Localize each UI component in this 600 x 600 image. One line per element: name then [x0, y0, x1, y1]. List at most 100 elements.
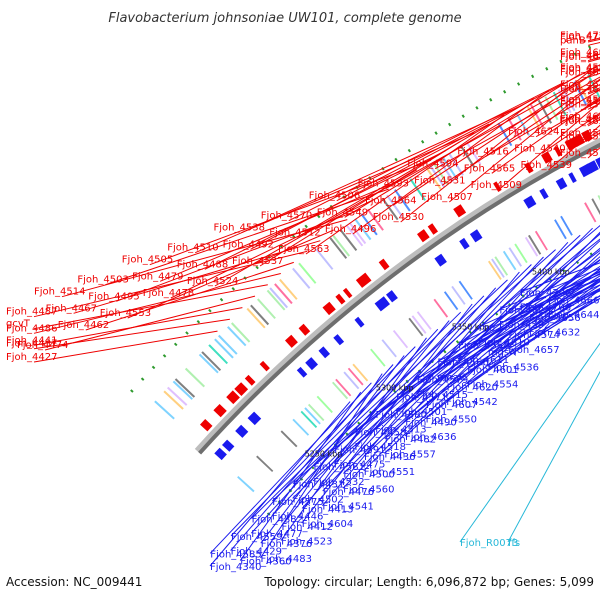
- forward-label-connector: [352, 89, 550, 235]
- reverse-gene-arrow: [235, 424, 249, 438]
- reverse-gene-label: Fjoh_4436: [364, 452, 415, 463]
- forward-gene-arrow: [553, 145, 563, 157]
- forward-label-connector: [400, 66, 596, 223]
- reverse-label-connector: [280, 337, 427, 541]
- forward-gene-label: Fjoh_4479: [132, 271, 183, 282]
- forward-gene-label: Fjoh_4569: [560, 128, 600, 139]
- forward-gene-arrow: [298, 323, 311, 336]
- reverse-label-connector: [384, 252, 600, 454]
- reverse-label-connector: [404, 268, 600, 422]
- function-stripe-outer: [526, 106, 542, 130]
- function-stripe-inner: [491, 258, 505, 278]
- reverse-gene-label: Fjoh_4477: [251, 529, 302, 540]
- forward-gene-arrow: [226, 390, 240, 405]
- forward-gene-label: Fjoh_4505: [122, 255, 173, 266]
- reverse-gene-label: Fjoh_4490: [405, 417, 456, 428]
- forward-gene-label: Fjoh_4474: [17, 340, 68, 351]
- forward-label-connector: [33, 318, 230, 350]
- reverse-gene-arrow: [222, 439, 235, 452]
- reverse-gene-label: Fjoh_4566: [437, 358, 488, 369]
- reverse-gene-label: Fjoh_4532: [313, 477, 364, 488]
- function-stripe-outer: [231, 322, 251, 343]
- forward-label-connector: [392, 68, 600, 206]
- forward-gene-label: Fjoh_4514: [34, 287, 85, 298]
- forward-gene-label: Fjoh_4478: [143, 288, 194, 299]
- forward-gene-label: Fjoh_4625: [560, 116, 600, 127]
- reverse-label-connector: [239, 391, 362, 561]
- reverse-gene-label: Fjoh_4611: [458, 355, 509, 366]
- forward-gene-label: Fjoh_4563: [278, 244, 329, 255]
- reverse-label-connector: [301, 303, 473, 524]
- function-stripe-inner: [256, 455, 274, 472]
- forward-gene-label: Fjoh_4570: [261, 211, 312, 222]
- forward-gene-label: Fjoh_4651: [560, 64, 600, 75]
- forward-label-connector: [448, 78, 600, 203]
- forward-gene-label: truA: [560, 83, 581, 94]
- reverse-label-connector: [209, 382, 372, 554]
- forward-label-connector: [385, 69, 600, 190]
- forward-label-connector: [116, 208, 362, 302]
- reverse-gene-label: Fjoh_4706: [520, 303, 571, 314]
- forward-gene-label: Fjoh_4507: [421, 192, 472, 203]
- forward-gene-label: Fjoh_4548: [559, 115, 600, 126]
- forward-gene-label: Fjoh_4595: [560, 131, 600, 142]
- reverse-gene-label: Fjoh_4413: [302, 504, 353, 515]
- reverse-gene-label: Fjoh_4559: [231, 532, 282, 543]
- reverse-gene-label: Fjoh_4550: [426, 415, 477, 426]
- forward-label-connector: [498, 101, 600, 191]
- reverse-gene-arrow: [333, 334, 345, 346]
- reverse-label-connector: [446, 289, 600, 402]
- function-stripe-outer: [172, 380, 193, 400]
- forward-label-connector: [159, 178, 403, 282]
- reverse-label-connector: [487, 289, 600, 353]
- forward-gene-label: Fjoh_4530: [373, 212, 424, 223]
- forward-gene-arrow: [213, 404, 227, 418]
- rna-gene-label: ffs: [508, 538, 520, 549]
- reverse-label-connector: [230, 346, 416, 537]
- reverse-gene-label: Fjoh_4620: [447, 383, 498, 394]
- forward-gene-label: Fjoh_4539: [521, 160, 572, 171]
- reverse-gene-label: Fjoh_4340: [210, 562, 261, 573]
- function-stripe-inner: [408, 317, 424, 337]
- forward-gene-label: Fjoh_4496: [325, 224, 376, 235]
- reverse-gene-label: Fjoh_4431: [293, 480, 344, 491]
- reverse-label-connector: [230, 364, 394, 551]
- rna-label-connector: [459, 342, 600, 543]
- reverse-gene-label: Fjoh_4632: [529, 328, 580, 339]
- reverse-label-connector: [508, 287, 600, 335]
- forward-gene-label: gcvT: [6, 319, 31, 330]
- forward-label-connector: [259, 141, 461, 267]
- function-stripe-inner: [554, 219, 567, 240]
- function-stripe-inner: [502, 250, 517, 271]
- forward-label-connector: [541, 112, 600, 154]
- forward-label-connector: [170, 198, 376, 299]
- reverse-gene-label: Fjoh_4644: [548, 310, 599, 321]
- reverse-gene-label: Fjoh_4708: [520, 288, 571, 299]
- reverse-gene-label: Fjoh_4502: [293, 494, 344, 505]
- reverse-gene-arrow: [586, 160, 599, 174]
- function-stripe-inner: [451, 285, 466, 305]
- function-stripe-inner: [597, 195, 600, 201]
- forward-gene-label: Fjoh_4519: [560, 148, 600, 159]
- reverse-gene-arrow: [318, 346, 330, 359]
- forward-gene-label: Fjoh_4467: [46, 303, 97, 314]
- forward-gene-arrow: [285, 334, 298, 348]
- function-stripe-inner: [560, 215, 573, 236]
- function-stripe-outer: [163, 390, 184, 410]
- reverse-gene-arrow: [434, 253, 447, 267]
- forward-label-connector: [485, 89, 600, 158]
- function-stripe-outer: [269, 287, 288, 309]
- forward-gene-label: Fjoh_4524: [187, 276, 238, 287]
- forward-label-connector: [33, 284, 268, 330]
- function-stripe-outer: [537, 99, 552, 124]
- function-stripe-outer: [298, 262, 317, 284]
- forward-label-connector: [149, 159, 432, 266]
- function-stripe-outer: [184, 367, 205, 388]
- reverse-gene-label: Fjoh_4581: [314, 462, 365, 473]
- reverse-gene-label: Fjoh_4476: [323, 487, 374, 498]
- forward-gene-label: Fjoh_4675: [560, 52, 600, 63]
- function-stripe-inner: [528, 234, 542, 255]
- reverse-gene-label: Fjoh_4501: [396, 407, 447, 418]
- function-stripe-inner: [494, 256, 509, 276]
- forward-gene-label: Fjoh_4503: [77, 275, 128, 286]
